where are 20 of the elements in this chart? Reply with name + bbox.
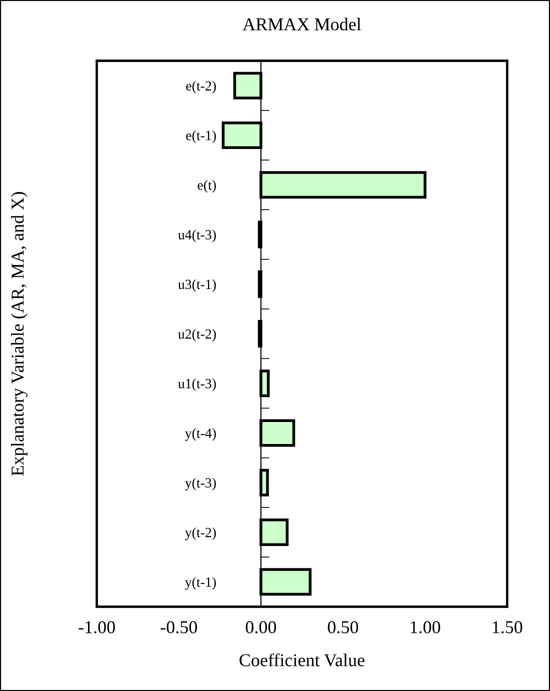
- y-tick-label: y(t-2): [185, 527, 216, 540]
- y-tick-label: u3(t-1): [178, 279, 216, 292]
- x-axis-title: Coefficient Value: [240, 653, 364, 666]
- y-tick-label: y(t-4): [185, 428, 216, 441]
- x-tick-label: 1.50: [492, 621, 522, 634]
- y-tick-label: u4(t-3): [178, 230, 216, 242]
- x-tick-label: -0.50: [160, 621, 197, 634]
- x-tick-label: 0.50: [328, 621, 358, 634]
- y-tick-label: e(t-2): [186, 80, 216, 94]
- y-tick-label: e(t): [198, 180, 216, 193]
- y-tick-label: y(t-1): [185, 577, 216, 590]
- y-axis-title: Explanatory Variable (AR, MA, and X): [11, 192, 28, 476]
- x-tick-label: 1.00: [410, 621, 440, 634]
- y-tick-label: y(t-3): [185, 478, 216, 490]
- y-tick-label: u1(t-3): [178, 378, 216, 392]
- x-tick-label: -1.00: [78, 621, 115, 634]
- chart-title: ARMAX Model: [242, 18, 362, 30]
- x-tick-label: 0.00: [246, 621, 276, 634]
- y-tick-label: e(t-1): [186, 130, 216, 144]
- y-tick-label: u2(t-2): [178, 328, 216, 342]
